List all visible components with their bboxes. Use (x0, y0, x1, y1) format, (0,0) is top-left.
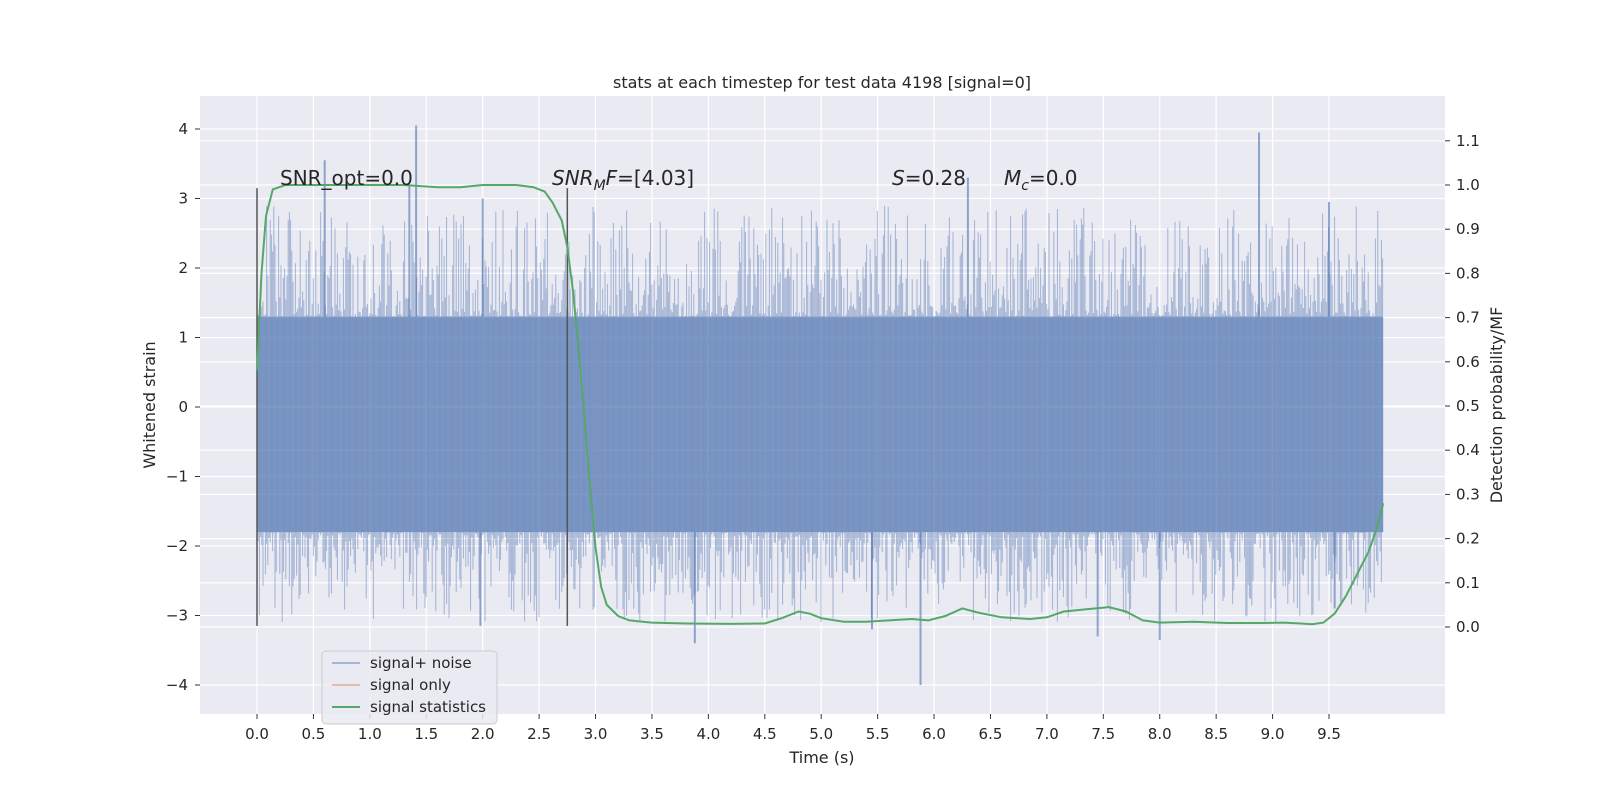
y-tick-label: −1 (166, 468, 188, 486)
y-axis-label: Whitened strain (140, 341, 159, 468)
legend-label-stats: signal statistics (370, 698, 486, 716)
x-tick-label: 9.5 (1317, 725, 1341, 743)
legend-box (321, 650, 498, 725)
mc-symbol: M (1004, 166, 1021, 190)
mc-subscript: c (1021, 178, 1029, 194)
s-annotation: S=0.28 (892, 166, 966, 190)
x-tick-label: 6.0 (922, 725, 946, 743)
y2-tick-label: 1.0 (1456, 176, 1480, 194)
x-axis-label: Time (s) (788, 748, 854, 767)
legend-label-signal-only: signal only (370, 676, 451, 694)
snr-opt-annotation: SNR_opt=0.0 (280, 166, 413, 190)
y2-tick-label: 0.0 (1456, 618, 1480, 636)
y-tick-label: 1 (178, 329, 188, 347)
y2-tick-label: 0.8 (1456, 264, 1480, 282)
mc-value: =0.0 (1029, 166, 1078, 190)
x-tick-label: 6.5 (979, 725, 1003, 743)
y2-tick-label: 0.1 (1456, 574, 1480, 592)
snr-mf-annotation: SNRMF=[4.03] (552, 166, 694, 194)
y2-tick-label: 0.4 (1456, 441, 1480, 459)
y2-tick-label: 1.1 (1456, 132, 1480, 150)
s-value: =0.28 (905, 166, 966, 190)
x-tick-label: 0.0 (245, 725, 269, 743)
snr-mf-subscript: M (594, 178, 606, 194)
x-tick-label: 5.5 (866, 725, 890, 743)
x-tick-label: 2.5 (527, 725, 551, 743)
snr-mf-suffix: F (606, 166, 618, 190)
x-tick-label: 3.5 (640, 725, 664, 743)
legend-label-noise: signal+ noise (370, 654, 472, 672)
stats-series (256, 184, 1385, 626)
y2-tick-label: 0.9 (1456, 220, 1480, 238)
x-tick-label: 5.0 (809, 725, 833, 743)
y2-tick-label: 0.5 (1456, 397, 1480, 415)
y-tick-label: −2 (166, 537, 188, 555)
y2-axis-label: Detection probability/MF (1487, 307, 1506, 504)
y2-tick-label: 0.3 (1456, 485, 1480, 503)
y-tick-label: −3 (166, 607, 188, 625)
x-tick-label: 8.5 (1204, 725, 1228, 743)
x-tick-label: 7.5 (1091, 725, 1115, 743)
y-tick-label: 4 (178, 120, 188, 138)
y-tick-label: −4 (166, 676, 188, 694)
x-tick-label: 9.0 (1261, 725, 1285, 743)
tick-labels: 0.0 0.5 1.0 1.5 2.0 2.5 3.0 3.5 4.0 4.5 5.0 5.5 6.0 6… (166, 120, 1480, 743)
s-symbol: S (892, 166, 905, 190)
x-tick-label: 2.0 (471, 725, 495, 743)
y2-tick-label: 0.6 (1456, 353, 1480, 371)
y-tick-label: 0 (178, 398, 188, 416)
x-tick-label: 1.0 (358, 725, 382, 743)
vertical-markers (256, 188, 569, 626)
noise-core-band (257, 316, 1384, 533)
x-tick-label: 3.0 (584, 725, 608, 743)
snr-mf-value: =[4.03] (617, 166, 694, 190)
y-tick-label: 3 (178, 190, 188, 208)
y2-tick-label: 0.2 (1456, 530, 1480, 548)
stats-line (256, 184, 1385, 626)
x-tick-label: 7.0 (1035, 725, 1059, 743)
x-tick-label: 4.0 (696, 725, 720, 743)
y2-tick-label: 0.7 (1456, 309, 1480, 327)
x-tick-label: 4.5 (753, 725, 777, 743)
snr-mf-label: SNR (552, 166, 594, 190)
x-tick-label: 0.5 (301, 725, 325, 743)
noise-series (256, 125, 1384, 685)
mc-annotation: Mc=0.0 (1004, 166, 1078, 194)
legend: signal+ noise signal only signal statist… (321, 650, 498, 725)
y-tick-label: 2 (178, 259, 188, 277)
chart-title: stats at each timestep for test data 419… (613, 73, 1031, 92)
x-tick-label: 8.0 (1148, 725, 1172, 743)
x-tick-label: 1.5 (414, 725, 438, 743)
